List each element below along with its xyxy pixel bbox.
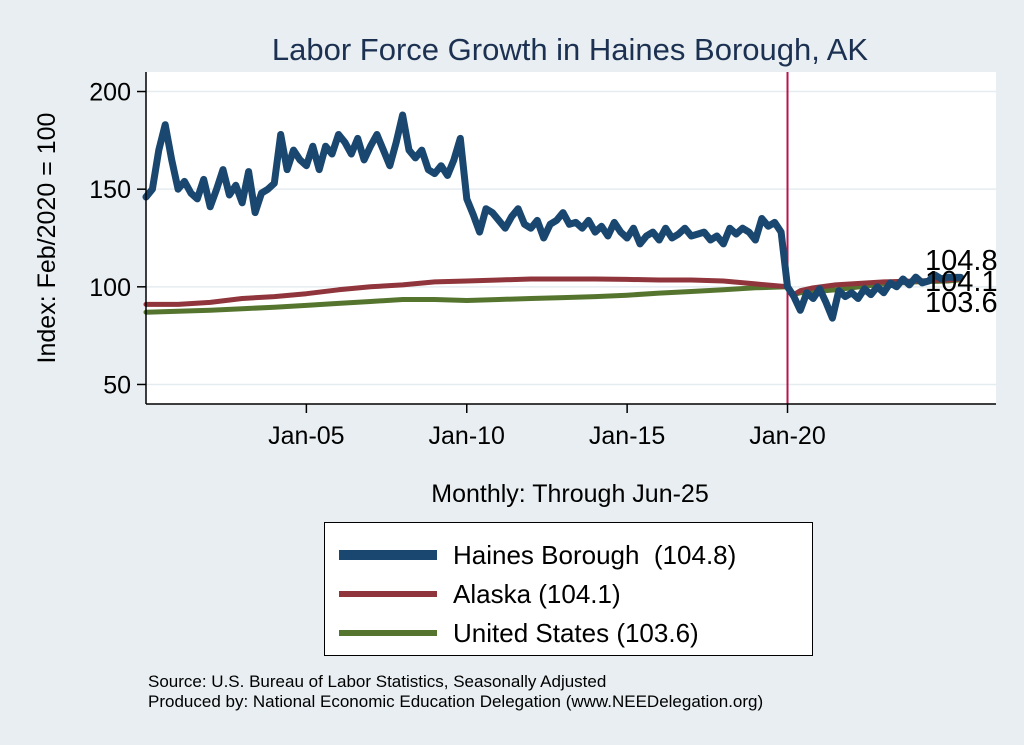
legend-label-us: United States (103.6) (453, 617, 699, 648)
x-tick-label-Jan-15: Jan-15 (589, 422, 665, 450)
y-tick-label-100: 100 (89, 274, 131, 302)
y-tick-label-200: 200 (89, 79, 131, 107)
legend-swatch-us (339, 630, 437, 636)
y-axis-label: Index: Feb/2020 = 100 (33, 113, 61, 364)
x-tick-label-Jan-05: Jan-05 (268, 422, 344, 450)
source-note: Source: U.S. Bureau of Labor Statistics,… (148, 672, 763, 712)
legend-swatch-alaska (339, 591, 437, 597)
legend-item-us: United States (103.6) (339, 618, 699, 648)
legend-item-alaska: Alaska (104.1) (339, 579, 621, 609)
end-label-alaska: 104.1 (925, 266, 998, 298)
end-label-us: 103.6 (925, 287, 998, 319)
x-axis-label: Monthly: Through Jun-25 (431, 480, 708, 508)
x-tick-label-Jan-10: Jan-10 (429, 422, 505, 450)
series-line-haines (142, 111, 965, 322)
series-line-alaska (143, 276, 964, 307)
source-line: Source: U.S. Bureau of Labor Statistics,… (148, 672, 607, 691)
produced-by-line: Produced by: National Economic Education… (148, 692, 764, 711)
plot-area (146, 72, 996, 404)
y-tick-label-150: 150 (89, 176, 131, 204)
end-label-haines: 104.8 (925, 245, 998, 277)
x-tick-label-Jan-20: Jan-20 (749, 422, 825, 450)
legend-item-haines: Haines Borough (104.8) (339, 540, 736, 570)
chart-title: Labor Force Growth in Haines Borough, AK (272, 32, 869, 67)
legend: Haines Borough (104.8) Alaska (104.1) Un… (324, 522, 813, 656)
legend-label-alaska: Alaska (104.1) (453, 578, 621, 609)
legend-label-haines: Haines Borough (104.8) (453, 539, 737, 570)
legend-swatch-haines (339, 550, 437, 560)
y-tick-label-50: 50 (103, 371, 131, 399)
gridlines (146, 90, 996, 386)
axis-ticks: 50 100 150 200 Jan-05 Jan-10 Jan-15 Jan-20 (89, 79, 825, 450)
series-layer (142, 111, 965, 322)
